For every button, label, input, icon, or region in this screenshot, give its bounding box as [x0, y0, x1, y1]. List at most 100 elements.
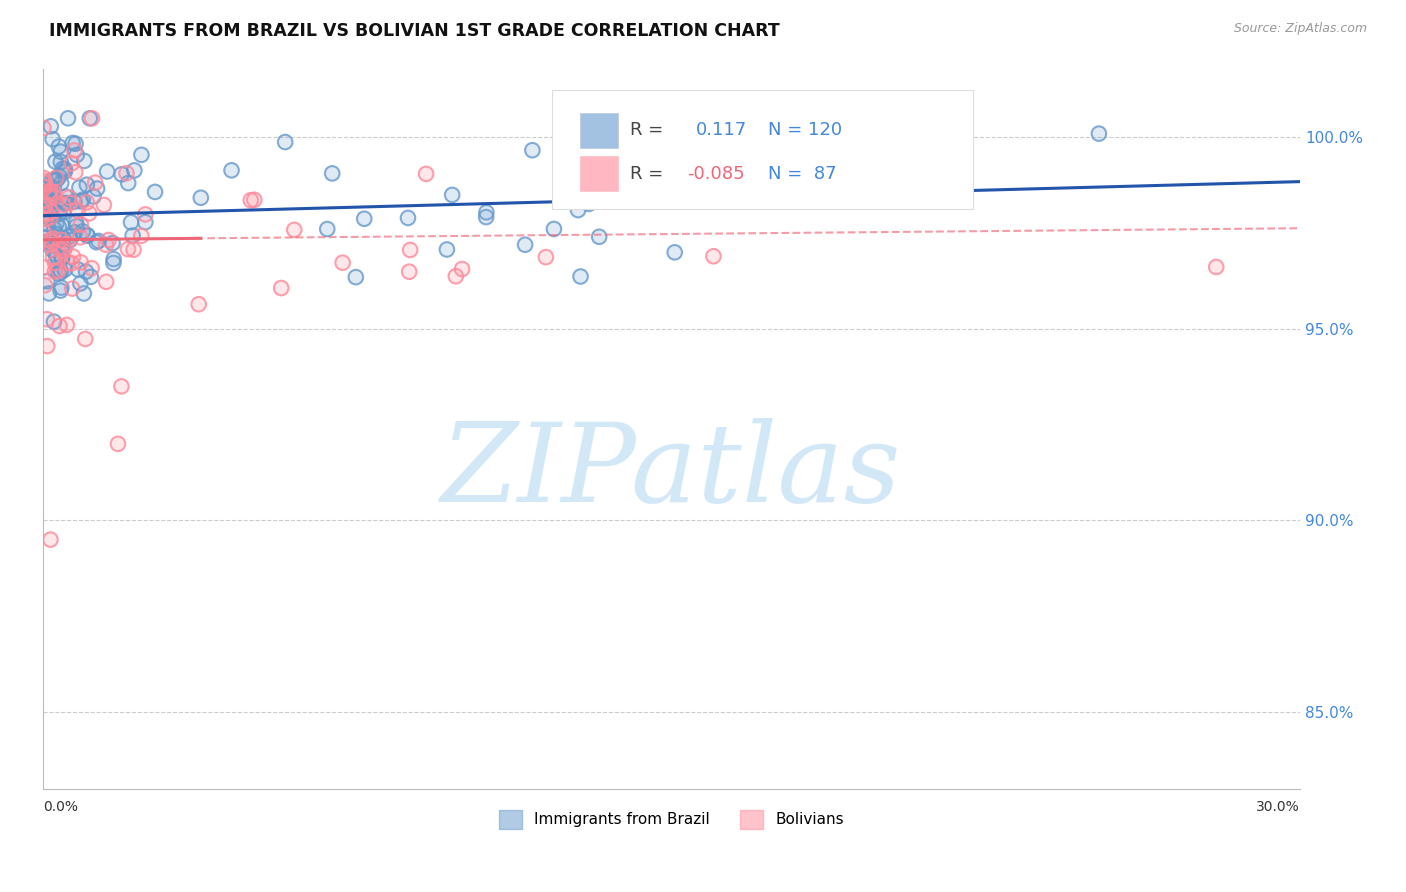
- Point: [52, 231, 75, 245]
- Point: [34, 176, 56, 190]
- Point: [44, 190, 66, 204]
- Point: [124, 163, 146, 178]
- Point: [67, 262, 90, 277]
- Point: [96, 275, 118, 289]
- Point: [59, 196, 82, 211]
- Point: [35, 211, 58, 226]
- Point: [475, 205, 498, 219]
- Point: [121, 228, 143, 243]
- Point: [41, 132, 63, 146]
- Point: [39, 120, 62, 134]
- Point: [107, 437, 129, 451]
- Point: [134, 215, 156, 229]
- Point: [37, 195, 59, 210]
- Point: [32, 235, 55, 250]
- Point: [38, 185, 60, 199]
- Point: [86, 181, 108, 195]
- Point: [34, 185, 56, 199]
- Point: [75, 332, 97, 346]
- Point: [534, 250, 557, 264]
- Point: [77, 206, 100, 220]
- Point: [187, 297, 209, 311]
- Point: [69, 255, 91, 269]
- Point: [55, 189, 77, 203]
- Point: [42, 186, 65, 200]
- Point: [53, 196, 76, 211]
- Point: [42, 185, 65, 199]
- Point: [69, 194, 91, 209]
- Point: [399, 243, 422, 257]
- Point: [58, 229, 80, 244]
- Point: [62, 250, 84, 264]
- Point: [46, 172, 69, 186]
- Text: IMMIGRANTS FROM BRAZIL VS BOLIVIAN 1ST GRADE CORRELATION CHART: IMMIGRANTS FROM BRAZIL VS BOLIVIAN 1ST G…: [49, 22, 780, 40]
- Point: [94, 237, 117, 252]
- Point: [399, 243, 422, 257]
- Point: [583, 167, 606, 181]
- Text: 0.0%: 0.0%: [44, 800, 79, 814]
- Point: [32, 260, 55, 275]
- Point: [53, 162, 76, 177]
- Point: [69, 230, 91, 244]
- Point: [101, 236, 124, 251]
- Point: [35, 312, 58, 326]
- Point: [41, 243, 63, 257]
- Point: [398, 265, 420, 279]
- Point: [51, 251, 73, 265]
- Point: [38, 194, 60, 208]
- Point: [84, 176, 107, 190]
- Point: [67, 180, 90, 194]
- Point: [59, 196, 82, 211]
- Point: [120, 215, 142, 229]
- Point: [65, 165, 87, 179]
- Point: [63, 225, 86, 239]
- Point: [32, 174, 55, 188]
- Point: [34, 208, 56, 222]
- Point: [59, 233, 82, 247]
- Point: [436, 243, 458, 257]
- Text: Source: ZipAtlas.com: Source: ZipAtlas.com: [1233, 22, 1367, 36]
- Point: [283, 223, 305, 237]
- Point: [221, 163, 243, 178]
- Point: [60, 282, 83, 296]
- Point: [39, 197, 62, 211]
- Point: [39, 187, 62, 202]
- FancyBboxPatch shape: [579, 113, 617, 148]
- Point: [131, 148, 153, 162]
- Point: [664, 245, 686, 260]
- Point: [49, 145, 72, 159]
- Point: [52, 161, 75, 176]
- Point: [38, 185, 60, 199]
- Text: N = 120: N = 120: [768, 121, 842, 139]
- Point: [76, 195, 98, 210]
- Point: [45, 247, 67, 261]
- Point: [52, 231, 75, 245]
- Point: [39, 238, 62, 252]
- Point: [451, 262, 474, 277]
- Point: [58, 190, 80, 204]
- Point: [63, 144, 86, 158]
- Point: [49, 284, 72, 298]
- Point: [96, 164, 118, 178]
- Point: [870, 165, 893, 179]
- Point: [475, 210, 498, 224]
- Point: [63, 194, 86, 209]
- Point: [66, 203, 89, 218]
- Point: [143, 185, 166, 199]
- Point: [39, 197, 62, 211]
- Point: [72, 224, 94, 238]
- Point: [110, 379, 132, 393]
- Point: [34, 223, 56, 237]
- Point: [134, 215, 156, 229]
- Point: [86, 235, 108, 250]
- Point: [42, 250, 65, 264]
- Point: [35, 201, 58, 215]
- Point: [513, 237, 536, 252]
- Point: [97, 233, 120, 247]
- Point: [332, 256, 354, 270]
- Point: [80, 269, 103, 284]
- Point: [32, 120, 55, 135]
- Point: [103, 256, 125, 270]
- Point: [77, 206, 100, 220]
- Point: [34, 199, 56, 213]
